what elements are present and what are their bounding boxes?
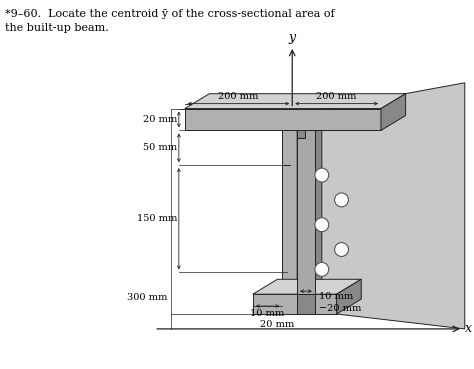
Polygon shape: [253, 294, 337, 314]
Circle shape: [335, 242, 348, 256]
Polygon shape: [297, 115, 322, 294]
Polygon shape: [283, 130, 297, 294]
Text: 200 mm: 200 mm: [219, 92, 259, 101]
Polygon shape: [185, 94, 406, 108]
Circle shape: [315, 218, 328, 232]
Polygon shape: [337, 279, 361, 314]
Polygon shape: [381, 94, 406, 130]
Polygon shape: [297, 130, 305, 138]
Text: *9–60.  Locate the centroid ȳ of the cross-sectional area of: *9–60. Locate the centroid ȳ of the cros…: [5, 9, 335, 19]
Circle shape: [335, 193, 348, 207]
Polygon shape: [253, 279, 361, 294]
Text: 20 mm: 20 mm: [260, 320, 294, 329]
Text: the built-up beam.: the built-up beam.: [5, 23, 109, 33]
Text: 20 mm: 20 mm: [143, 115, 177, 124]
Polygon shape: [185, 108, 381, 130]
Polygon shape: [297, 294, 315, 314]
Text: 300 mm: 300 mm: [127, 293, 167, 301]
Text: y: y: [289, 31, 296, 44]
Text: 10 mm: 10 mm: [250, 309, 285, 318]
Text: 50 mm: 50 mm: [143, 143, 177, 152]
Polygon shape: [297, 83, 465, 329]
Text: x: x: [465, 323, 472, 335]
Text: 10 mm: 10 mm: [319, 292, 353, 301]
Circle shape: [315, 168, 328, 182]
Text: −20 mm: −20 mm: [319, 304, 361, 313]
Polygon shape: [297, 130, 315, 304]
Circle shape: [315, 262, 328, 276]
Text: 200 mm: 200 mm: [317, 92, 357, 101]
Text: 150 mm: 150 mm: [137, 214, 177, 223]
